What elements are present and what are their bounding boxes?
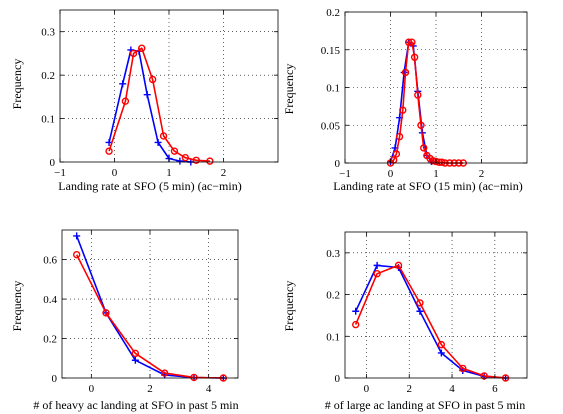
x-tick-label: 2 [147,383,153,395]
data-point-circle [192,156,200,164]
data-point-circle [480,372,488,380]
plot-area [62,230,238,378]
x-tick-label: 2 [406,383,412,395]
x-tick-label: 6 [492,383,498,395]
y-tick-label: 0 [52,373,58,385]
y-tick-label: 0.3 [326,248,340,260]
x-tick-label: 1 [433,168,439,180]
x-axis-label: Landing rate at SFO (5 min) (ac−min) [58,179,241,193]
data-point-circle [416,299,424,307]
data-point-circle [206,157,214,165]
subplot-landing-rate-15min: Landing rate at SFO (15 min) (ac−min) Fr… [282,7,528,193]
subplot-landing-rate-5min: Landing rate at SFO (5 min) (ac−min) Fre… [10,9,279,193]
axes-box [344,231,528,379]
data-point-circle [170,147,179,155]
y-axis-label: Frequency [10,59,24,110]
data-point-plus [73,232,81,240]
data-point-circle [414,91,422,99]
data-point-plus [373,261,381,269]
data-point-circle [190,373,198,382]
y-tick-label: 0.1 [326,83,340,95]
x-tick-label: 0 [364,383,370,395]
series-line [75,254,224,379]
data-point-circle [438,158,446,166]
data-point-circle [417,121,425,129]
y-tick-label: 0 [335,373,341,385]
x-tick-label: 4 [449,383,455,395]
x-tick-label: 0 [388,168,394,180]
x-tick-label: 2 [221,167,227,179]
y-tick-label: 0.05 [321,120,341,132]
data-point-circle [72,250,81,259]
data-point-circle [159,132,168,140]
y-tick-label: 0.3 [41,27,55,39]
plot-area [345,232,527,378]
y-tick-label: 0.2 [43,334,57,346]
x-tick-label: 1 [166,167,172,179]
data-point-circle [352,320,360,329]
y-tick-label: 0.6 [43,255,57,267]
data-point-circle [105,147,113,155]
data-point-circle [395,132,404,141]
y-tick-label: 0.4 [43,294,57,306]
plot-area [345,12,527,163]
data-point-circle [459,364,467,373]
data-point-circle [121,97,130,105]
y-tick-label: 0.1 [326,331,340,343]
x-tick-label: −1 [54,167,66,179]
data-point-circle [405,38,413,46]
data-point-circle [373,270,381,278]
y-tick-label: 0.15 [321,45,341,57]
y-tick-label: 0.2 [41,70,55,82]
data-point-plus [154,138,162,146]
data-point-plus [131,356,139,364]
data-point-circle [392,150,401,158]
data-point-circle [138,44,146,52]
data-point-circle [102,309,110,317]
series-line [354,264,506,379]
x-tick-label: 0 [89,383,95,395]
data-point-plus [176,157,184,165]
x-axis-label: Landing rate at SFO (15 min) (ac−min) [333,179,522,193]
data-point-circle [401,68,410,77]
x-tick-label: 0 [112,167,118,179]
x-axis-label: # of heavy ac landing at SFO in past 5 m… [33,398,238,412]
data-point-circle [437,340,446,349]
data-point-circle [420,144,428,152]
y-tick-label: 0 [335,158,341,170]
x-axis-label: # of large ac landing at SFO in past 5 m… [325,398,525,412]
y-tick-label: 0.2 [326,7,340,19]
x-tick-label: 4 [206,383,212,395]
y-axis-label: Frequency [10,281,24,332]
data-point-plus [352,307,360,315]
y-tick-label: 0.2 [326,290,340,302]
data-point-circle [181,153,190,162]
series-line [108,47,210,162]
subplot-heavy-ac-landing: # of heavy ac landing at SFO in past 5 m… [10,229,239,412]
y-axis-label: Frequency [282,64,296,115]
data-point-circle [408,38,416,46]
data-point-plus [416,307,424,315]
data-point-circle [131,349,140,358]
data-point-circle [148,75,157,84]
data-point-circle [394,261,403,270]
y-tick-label: 0.1 [41,114,55,126]
x-tick-label: 2 [479,168,485,180]
data-point-circle [399,106,407,114]
data-point-plus [437,349,445,357]
data-point-plus [119,80,127,88]
data-point-circle [410,53,419,61]
data-point-plus [143,91,151,99]
data-point-circle [160,369,169,377]
x-tick-label: −1 [339,168,351,180]
y-tick-label: 0 [50,157,56,169]
data-point-circle [129,49,138,58]
y-axis-label: Frequency [282,281,296,332]
subplot-large-ac-landing: # of large ac landing at SFO in past 5 m… [282,231,528,412]
